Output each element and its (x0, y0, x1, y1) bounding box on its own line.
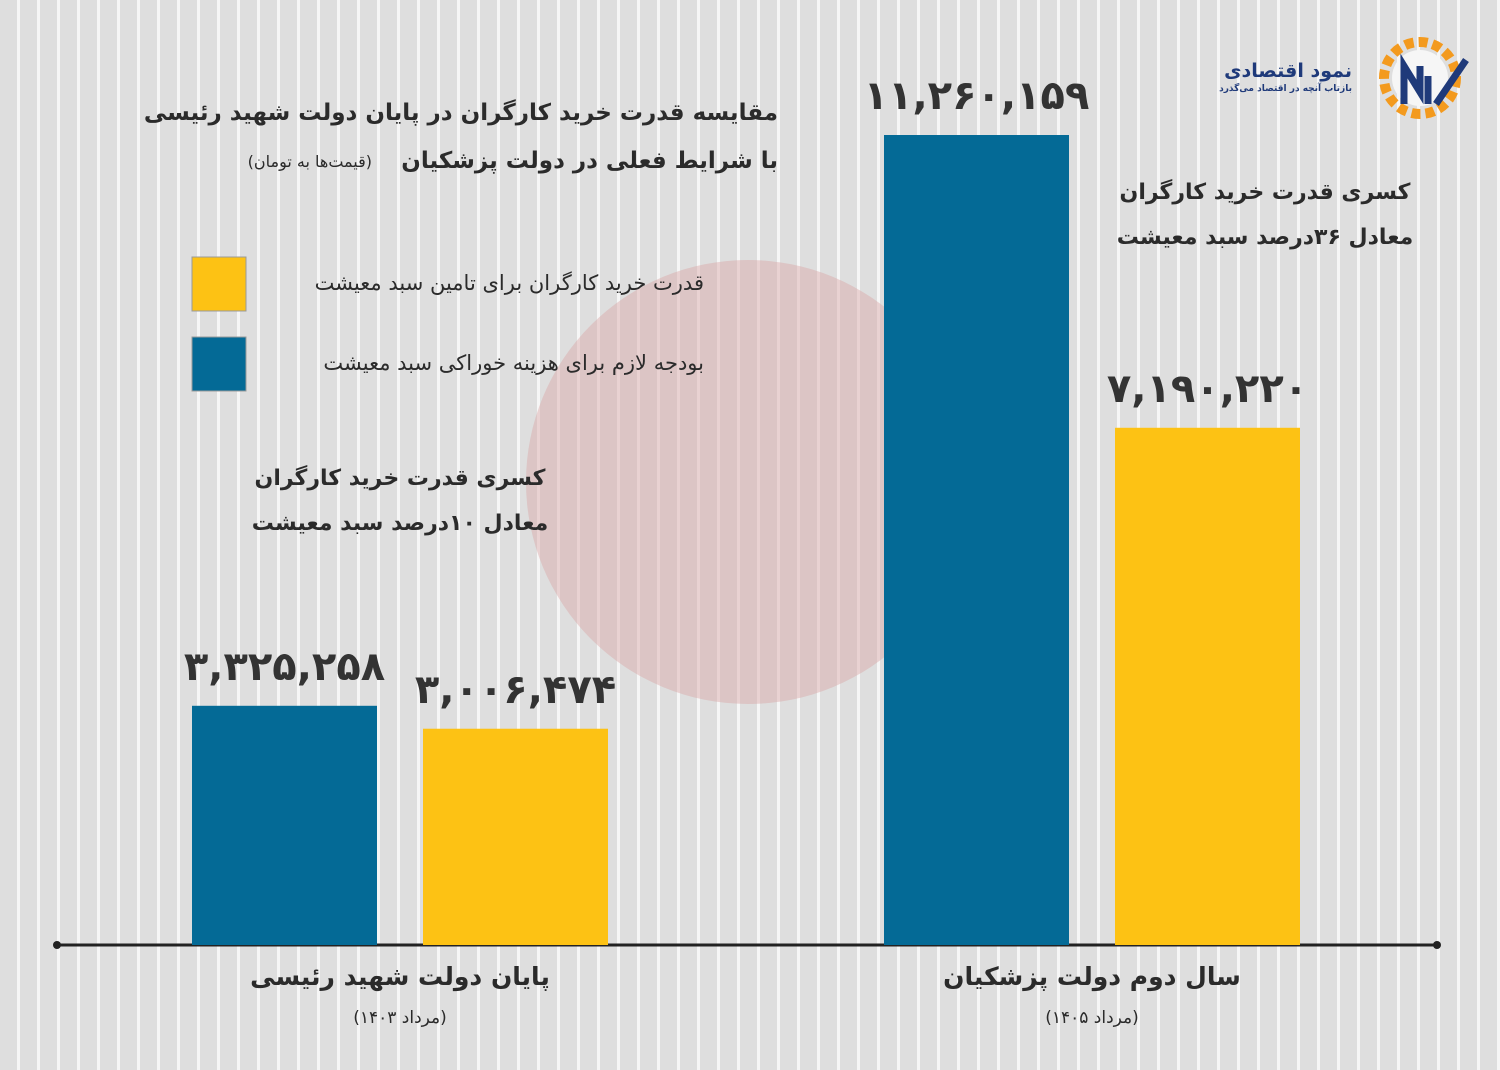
x-category-label: سال دوم دولت پزشکیان (943, 962, 1241, 991)
brand-logo (1379, 37, 1469, 119)
brand-tagline: بازتاب آنچه در اقتصاد می‌گذرد (1219, 84, 1352, 94)
bar (1115, 427, 1300, 945)
bar (192, 705, 377, 945)
x-category-note: (مرداد ۱۴۰۵) (1045, 1008, 1139, 1028)
x-category-label: پایان دولت شهید رئیسی (250, 962, 550, 991)
annotation: معادل ۳۶درصد سبد معیشت (1116, 225, 1414, 250)
annotation: معادل ۱۰درصد سبد معیشت (251, 511, 549, 536)
annotation: کسری قدرت خرید کارگران (254, 466, 546, 491)
axis-end (53, 941, 61, 949)
legend-swatch (191, 256, 247, 312)
value-label: ۱۱,۲۶۰,۱۵۹ (863, 73, 1090, 119)
legend-label: بودجه لازم برای هزینه خوراکی سبد معیشت (323, 351, 704, 375)
chart-subtitle: با شرایط فعلی در دولت پزشکیان (401, 148, 778, 174)
unit-note: (قیمت‌ها به تومان) (247, 152, 372, 171)
chart-title: مقایسه قدرت خرید کارگران در پایان دولت ش… (143, 100, 778, 126)
bar (884, 135, 1069, 945)
bar (423, 728, 608, 945)
x-category-note: (مرداد ۱۴۰۳) (353, 1008, 447, 1028)
value-label: ۷,۱۹۰,۲۲۰ (1106, 365, 1309, 412)
value-label: ۳,۳۲۵,۲۵۸ (183, 643, 386, 690)
legend-swatch (191, 336, 247, 392)
annotation: کسری قدرت خرید کارگران (1119, 180, 1411, 205)
watermark (526, 260, 970, 704)
value-label: ۳,۰۰۶,۴۷۴ (414, 666, 617, 713)
brand-name: نمود اقتصادی (1224, 60, 1352, 82)
axis-end (1433, 941, 1441, 949)
legend-label: قدرت خرید کارگران برای تامین سبد معیشت (314, 271, 704, 295)
